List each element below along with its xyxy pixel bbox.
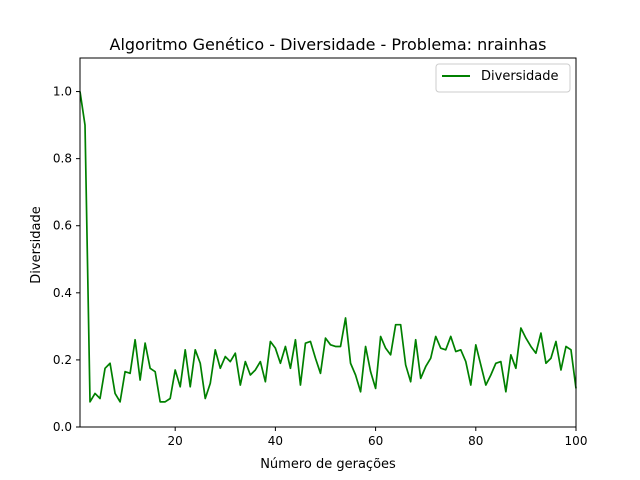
y-tick-label: 0.2 [53, 353, 72, 367]
x-tick-label: 20 [168, 434, 183, 448]
y-tick-label: 0.4 [53, 286, 72, 300]
legend-box [435, 63, 571, 93]
y-tick-label: 0.6 [53, 219, 72, 233]
y-tick-label: 0.8 [53, 152, 72, 166]
x-tick-label: 80 [468, 434, 483, 448]
series-line-0 [79, 91, 577, 403]
axes-frame [79, 57, 577, 428]
x-tick-label: 60 [368, 434, 383, 448]
chart-title: Algoritmo Genético - Diversidade - Probl… [110, 35, 547, 54]
y-axis-label: Diversidade [29, 206, 44, 284]
legend-label: Diversidade [481, 69, 559, 84]
x-tick-label: 100 [565, 434, 588, 448]
legend: Diversidade [435, 63, 571, 93]
x-axis-label: Número de gerações [260, 457, 396, 472]
x-tick-label: 40 [268, 434, 283, 448]
plot-area: 20 40 60 80 100 0.0 0.2 0.4 0.6 0.8 1.0 [53, 57, 588, 448]
y-tick-label: 1.0 [53, 85, 72, 99]
y-tick-label: 0.0 [53, 420, 72, 434]
